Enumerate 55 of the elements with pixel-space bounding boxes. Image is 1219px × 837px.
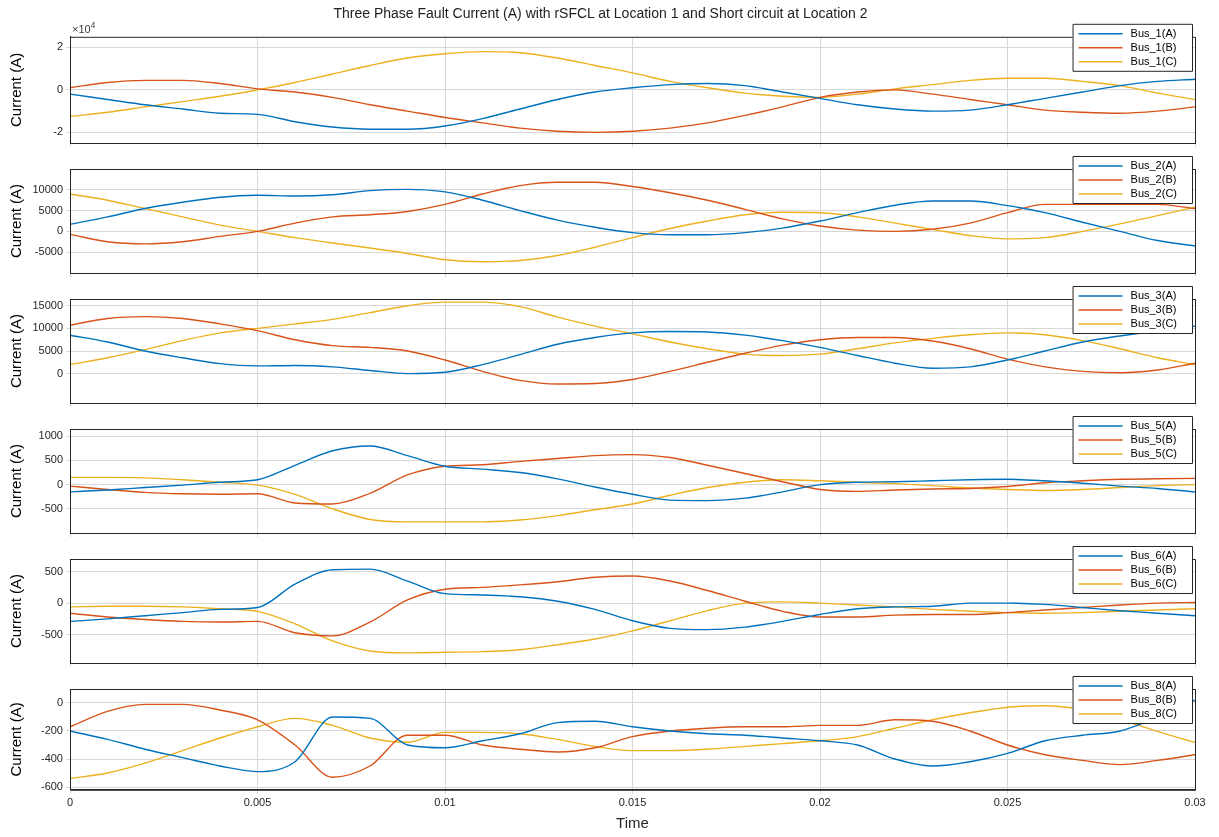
legend-label: Bus_3(B) (1130, 303, 1177, 316)
y-tick-label: 0 (56, 82, 63, 95)
y-tick-label: -500 (40, 627, 63, 640)
y-axis-title: Current (A) (7, 52, 25, 127)
y-tick-label: 1000 (38, 429, 63, 442)
y-axis-title: Current (A) (7, 702, 25, 777)
x-tick-label: 0 (66, 796, 74, 809)
legend-label: Bus_1(A) (1130, 26, 1177, 39)
y-tick-label: 500 (44, 453, 63, 466)
y-tick-label: 10000 (32, 182, 63, 195)
y-axis-title: Current (A) (7, 443, 25, 519)
legend-label: Bus_2(A) (1130, 159, 1177, 172)
legend-label: Bus_5(B) (1130, 433, 1177, 446)
y-tick-label: 15000 (32, 298, 63, 311)
x-tick-label: 0.025 (993, 796, 1022, 809)
legend-label: Bus_3(C) (1130, 317, 1178, 330)
y-tick-label: 2 (56, 40, 63, 53)
y-tick-label: -500 (40, 501, 63, 514)
legend-label: Bus_1(B) (1130, 40, 1177, 53)
y-tick-label: 0 (56, 477, 63, 490)
chart-title: Three Phase Fault Current (A) with rSFCL at Location 1 and Short circuit at Location 2 (333, 5, 868, 22)
legend-label: Bus_8(B) (1130, 693, 1177, 706)
y-tick-label: -2 (53, 125, 63, 138)
y-axis-title: Current (A) (7, 573, 25, 649)
y-tick-label: 5000 (38, 344, 63, 357)
y-tick-label: -400 (40, 752, 63, 765)
x-tick-label: 0.015 (618, 796, 647, 809)
x-axis-title: Time (616, 814, 649, 832)
y-tick-label: -5000 (34, 245, 63, 258)
legend-label: Bus_2(C) (1130, 187, 1178, 200)
legend-label: Bus_5(A) (1130, 419, 1177, 432)
legend-label: Bus_1(C) (1130, 54, 1178, 67)
y-tick-label: 0 (56, 366, 63, 379)
legend-label: Bus_6(A) (1130, 549, 1177, 562)
y-tick-label: 0 (56, 224, 63, 237)
x-tick-label: 0.02 (809, 796, 831, 809)
legend-label: Bus_2(B) (1130, 173, 1177, 186)
y-tick-label: -200 (40, 724, 63, 737)
x-tick-label: 0.03 (1184, 796, 1206, 809)
y-tick-label: 0 (56, 596, 63, 609)
y-tick-label: 500 (44, 564, 63, 577)
legend-label: Bus_8(A) (1130, 679, 1177, 692)
y-axis-title: Current (A) (7, 313, 25, 389)
y-axis-title: Current (A) (7, 183, 25, 259)
legend-label: Bus_6(B) (1130, 563, 1177, 576)
y-tick-label: 10000 (32, 321, 63, 334)
x-tick-label: 0.005 (243, 796, 272, 809)
y-tick-label: 5000 (38, 203, 63, 216)
legend-label: Bus_8(C) (1130, 707, 1178, 720)
legend-label: Bus_3(A) (1130, 289, 1177, 302)
legend-label: Bus_6(C) (1130, 577, 1178, 590)
y-tick-label: -600 (40, 780, 63, 793)
x-tick-label: 0.01 (434, 796, 456, 809)
legend-label: Bus_5(C) (1130, 447, 1178, 460)
y-tick-label: 0 (56, 696, 63, 709)
